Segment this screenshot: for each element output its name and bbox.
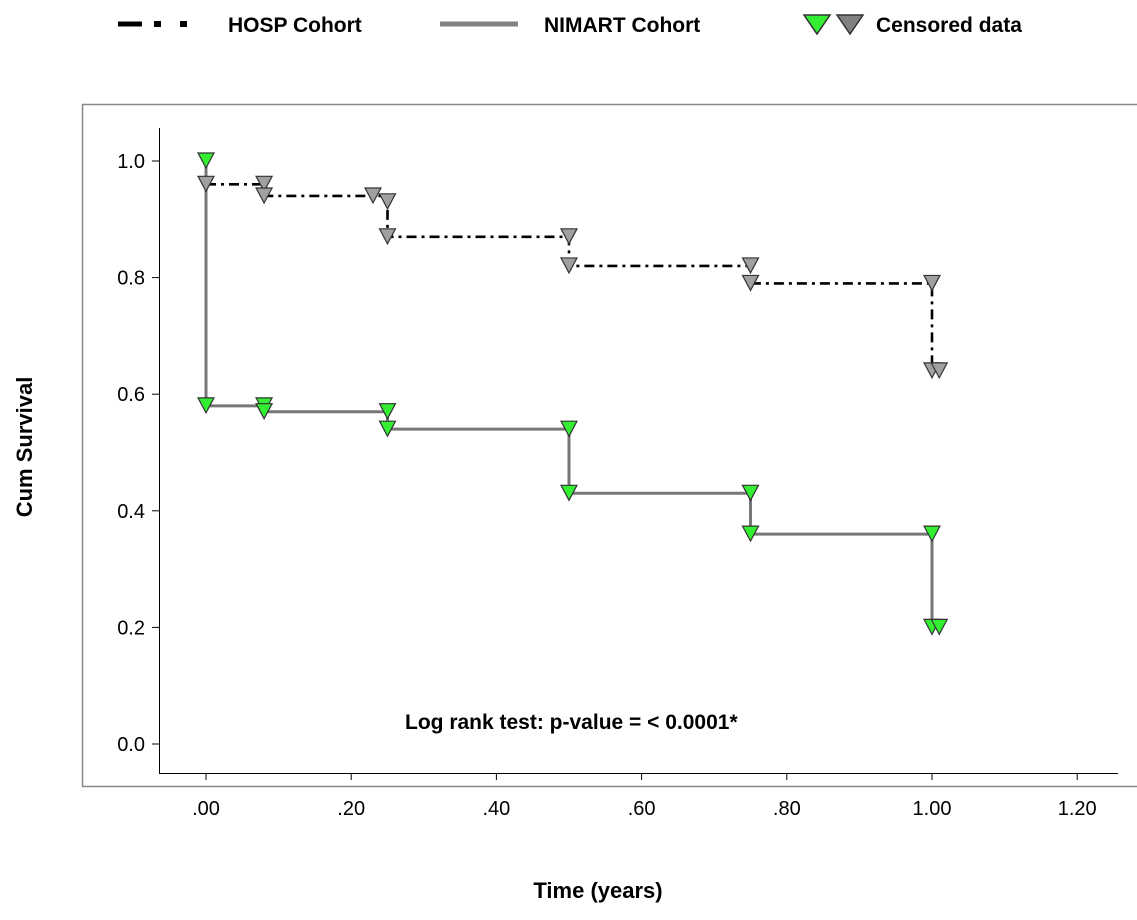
y-axis-title: Cum Survival (12, 377, 37, 518)
y-tick-label: 0.0 (117, 734, 145, 756)
log-rank-annotation: Log rank test: p-value = < 0.0001* (405, 711, 738, 734)
x-tick-label: .20 (337, 798, 365, 820)
hosp-censored-marker (378, 193, 397, 211)
hosp-censored-marker (741, 274, 760, 292)
nimart-censored-marker (378, 420, 397, 438)
legend-label-censored: Censored data (876, 14, 1022, 37)
nimart-censored-marker (741, 525, 760, 543)
hosp-censored-marker (923, 274, 941, 292)
x-tick-label: .80 (773, 798, 801, 820)
y-tick-label: 0.8 (117, 268, 145, 290)
legend: HOSP Cohort NIMART Cohort Censored data (118, 14, 1022, 37)
y-tick-label: 1.0 (117, 151, 145, 173)
y-tick-label: 0.4 (117, 501, 145, 523)
nimart-censored-marker (197, 152, 215, 170)
hosp-survival-line (206, 183, 940, 373)
nimart-censored-marker (930, 618, 949, 636)
y-tick-label: 0.2 (117, 617, 145, 639)
nimart-censored-marker (560, 420, 578, 438)
hosp-censored-marker (363, 187, 382, 205)
hosp-censored-marker (197, 175, 215, 193)
hosp-censored-marker (741, 257, 760, 275)
legend-swatch-hosp (118, 21, 187, 27)
hosp-censored-marker (560, 228, 578, 246)
nimart-censored-marker (741, 484, 760, 502)
plot-frame (81, 103, 1137, 788)
hosp-censored-marker (255, 175, 274, 193)
x-tick-label: 1.00 (913, 798, 952, 820)
y-tick-label: 0.6 (117, 384, 145, 406)
nimart-censored-marker (560, 484, 578, 502)
hosp-censored-marker (560, 257, 578, 275)
legend-label-nimart: NIMART Cohort (544, 14, 700, 37)
x-tick-label: .60 (628, 798, 656, 820)
legend-censored-gray-icon (835, 14, 865, 36)
legend-censored-green-icon (802, 14, 832, 36)
nimart-censored-marker (197, 397, 215, 415)
hosp-censored-marker (255, 187, 274, 205)
x-tick-label: .00 (192, 798, 220, 820)
x-tick-label: 1.20 (1058, 798, 1097, 820)
y-ticks: 0.0 0.2 0.4 0.6 0.8 1.0 (117, 151, 159, 756)
hosp-censored-marker (930, 362, 949, 380)
nimart-censored-marker (255, 403, 274, 420)
x-tick-label: .40 (482, 798, 510, 820)
censored-markers (197, 152, 949, 636)
hosp-censored-marker (378, 228, 397, 246)
nimart-censored-marker (378, 403, 397, 420)
x-axis-title: Time (years) (533, 878, 662, 903)
nimart-censored-marker (923, 525, 941, 543)
x-ticks: .00 .20 .40 .60 .80 1.00 1.20 (192, 773, 1097, 820)
axes: .00 .20 .40 .60 .80 1.00 1.20 0.0 0.2 0.4 0.6 0.8 1… (117, 128, 1118, 820)
legend-label-hosp: HOSP Cohort (228, 14, 362, 37)
